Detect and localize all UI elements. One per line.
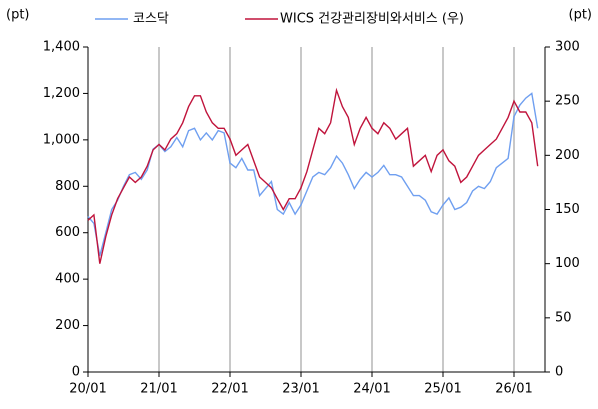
x-tick-label: 23/01 [282, 382, 319, 397]
y2-tick-label: 50 [555, 310, 572, 325]
x-tick-label: 20/01 [69, 382, 106, 397]
y-tick-label: 1,000 [43, 132, 80, 147]
x-tick-label: 22/01 [211, 382, 248, 397]
y2-tick-label: 250 [555, 94, 580, 109]
x-tick-label: 24/01 [353, 382, 390, 397]
x-tick-label: 26/01 [495, 382, 532, 397]
series-line [87, 92, 539, 257]
y2-tick-label: 200 [555, 148, 580, 163]
left-axis-unit: (pt) [6, 8, 30, 23]
y2-tick-label: 150 [555, 202, 580, 217]
legend-label: WICS 건강관리장비와서비스 (우) [280, 12, 464, 27]
y-tick-label: 1,200 [43, 86, 80, 101]
series-line [87, 87, 539, 264]
y-tick-label: 400 [55, 272, 80, 287]
y-tick-label: 200 [55, 318, 80, 333]
right-axis-unit: (pt) [569, 8, 593, 23]
x-tick-label: 25/01 [424, 382, 461, 397]
y-tick-label: 0 [72, 365, 80, 380]
y2-tick-label: 0 [555, 365, 563, 380]
y-tick-label: 600 [55, 225, 80, 240]
y-tick-label: 800 [55, 179, 80, 194]
x-tick-label: 21/01 [140, 382, 177, 397]
legend-label: 코스닥 [133, 12, 169, 27]
y2-tick-label: 300 [555, 40, 580, 55]
y-tick-label: 1,400 [43, 40, 80, 55]
y2-tick-label: 100 [555, 256, 580, 271]
